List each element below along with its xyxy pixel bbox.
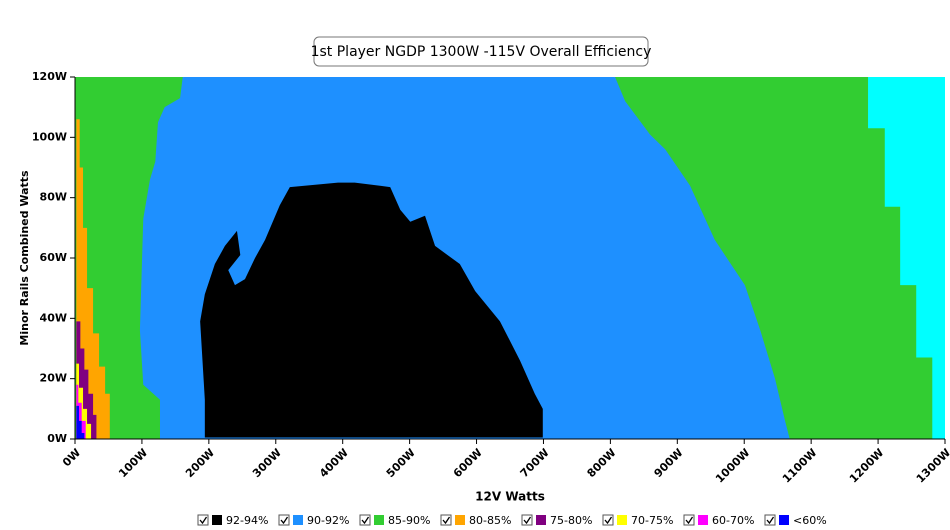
legend-checkbox[interactable] [764,514,776,526]
legend-label: <60% [793,514,827,527]
legend-label: 70-75% [631,514,673,527]
legend-label: 92-94% [226,514,268,527]
legend-checkbox[interactable] [278,514,290,526]
y-tick-label: 60W [40,251,67,264]
legend-swatch [698,515,708,525]
x-tick-label: 900W [652,446,686,480]
legend-checkbox[interactable] [359,514,371,526]
legend-check [280,516,289,525]
legend-checkbox[interactable] [683,514,695,526]
x-tick-label: 500W [384,446,418,480]
efficiency-region [76,405,85,439]
y-tick-label: 40W [40,311,67,324]
x-tick-label: 600W [451,446,485,480]
x-tick-label: 1200W [847,446,886,485]
legend-swatch [617,515,627,525]
legend-check [685,516,694,525]
legend-check [523,516,532,525]
x-tick-label: 800W [585,446,619,480]
plot-area [75,77,945,439]
y-tick-label: 120W [32,70,67,83]
title-box [313,36,649,67]
legend-check [442,516,451,525]
chart-title: 1st Player NGDP 1300W -115V Overall Effi… [311,44,652,60]
x-tick-label: 300W [250,446,284,480]
legend-label: 75-80% [550,514,592,527]
legend-checkbox[interactable] [602,514,614,526]
legend-check [361,516,370,525]
x-tick-label: 1000W [713,446,752,485]
x-tick-label: 1300W [914,446,950,485]
legend-label: 60-70% [712,514,754,527]
efficiency-region [200,182,543,438]
y-axis-label: Minor Rails Combined Watts [18,170,31,346]
x-tick-label: 0W [60,446,83,469]
x-tick-label: 700W [518,446,552,480]
x-tick-label: 400W [317,446,351,480]
legend-swatch [212,515,222,525]
legend: 92-94% 90-92% 85-90% 80-85% 75-80% 70-75% 60-7… [197,514,827,527]
x-tick-label: 200W [183,446,217,480]
efficiency-region [868,77,945,439]
legend-check [199,516,208,525]
legend-swatch [455,515,465,525]
legend-checkbox[interactable] [521,514,533,526]
x-tick-label: 100W [116,446,150,480]
legend-checkbox[interactable] [197,514,209,526]
x-tick-label: 1100W [780,446,819,485]
legend-check [604,516,613,525]
legend-label: 80-85% [469,514,511,527]
y-tick-label: 20W [40,372,67,385]
y-tick-label: 80W [40,191,67,204]
legend-swatch [536,515,546,525]
x-axis-label: 12V Watts [475,490,545,504]
legend-swatch [293,515,303,525]
legend-label: 85-90% [388,514,430,527]
legend-swatch [374,515,384,525]
legend-checkbox[interactable] [440,514,452,526]
y-tick-label: 100W [32,130,67,143]
legend-check [766,516,775,525]
legend-label: 90-92% [307,514,349,527]
legend-swatch [779,515,789,525]
y-tick-label: 0W [47,432,67,445]
efficiency-region [76,119,110,439]
